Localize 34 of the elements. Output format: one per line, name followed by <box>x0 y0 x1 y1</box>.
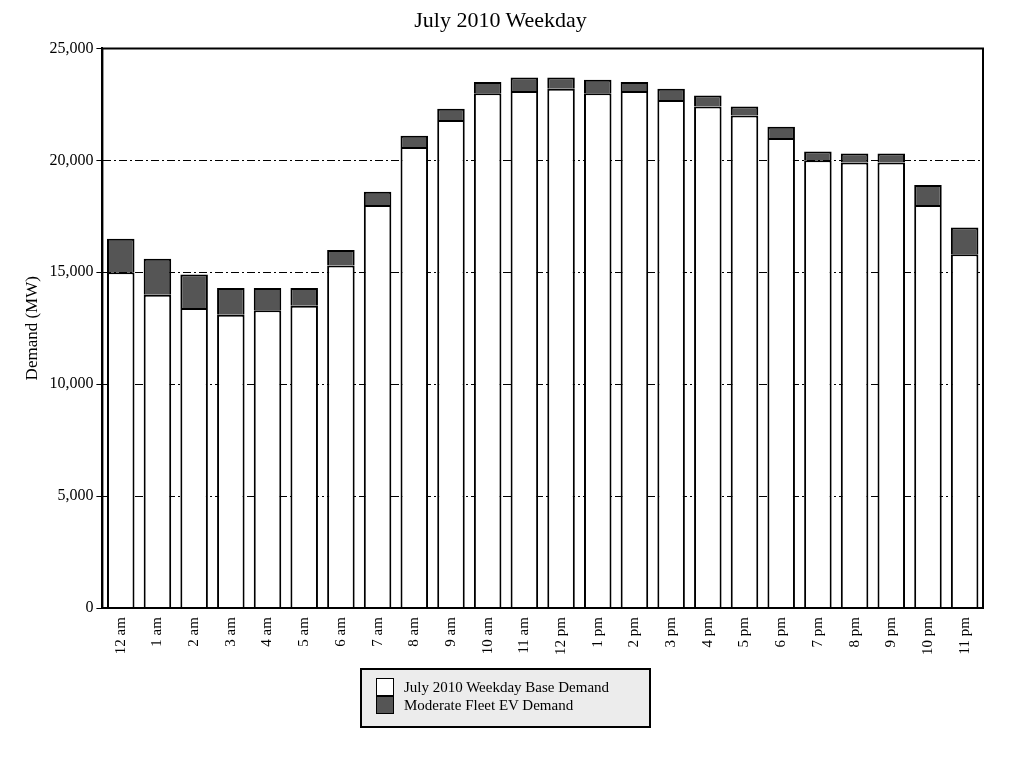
x-tick-label: 1 am <box>148 616 165 647</box>
x-tick-label: 4 pm <box>698 616 715 648</box>
y-tick-label: 5,000 <box>57 486 94 504</box>
legend-label: July 2010 Weekday Base Demand <box>403 678 610 696</box>
x-tick-label: 10 am <box>478 616 495 655</box>
x-tick-label: 8 pm <box>845 616 862 648</box>
chart-title: July 2010 Weekday <box>414 6 587 32</box>
y-tick-label: 25,000 <box>49 38 94 56</box>
y-tick-label: 15,000 <box>49 262 94 280</box>
x-tick-label: 4 am <box>258 616 275 647</box>
y-axis-title: Demand (MW) <box>21 276 41 381</box>
y-tick-label: 0 <box>85 598 94 616</box>
x-tick-label: 12 am <box>111 616 128 655</box>
x-tick-label: 1 pm <box>588 616 605 648</box>
x-tick-label: 11 am <box>515 616 532 654</box>
x-tick-label: 2 am <box>185 616 202 647</box>
x-tick-label: 9 pm <box>882 616 899 648</box>
x-tick-label: 5 am <box>295 616 312 647</box>
legend-label: Moderate Fleet EV Demand <box>403 696 574 714</box>
y-tick-label: 20,000 <box>49 150 94 168</box>
y-tick-label: 10,000 <box>49 374 94 392</box>
x-tick-label: 2 pm <box>625 616 642 648</box>
x-tick-label: 12 pm <box>551 616 568 655</box>
x-tick-label: 10 pm <box>918 616 935 655</box>
x-tick-label: 3 am <box>221 616 238 647</box>
x-tick-label: 8 am <box>405 616 422 647</box>
x-tick-label: 7 am <box>368 616 385 647</box>
x-tick-label: 6 am <box>331 616 348 647</box>
x-tick-label: 11 pm <box>955 616 972 655</box>
x-tick-label: 9 am <box>441 616 458 647</box>
x-tick-label: 3 pm <box>662 616 679 648</box>
x-tick-label: 5 pm <box>735 616 752 648</box>
x-tick-label: 7 pm <box>808 616 825 648</box>
x-tick-label: 6 pm <box>772 616 789 648</box>
